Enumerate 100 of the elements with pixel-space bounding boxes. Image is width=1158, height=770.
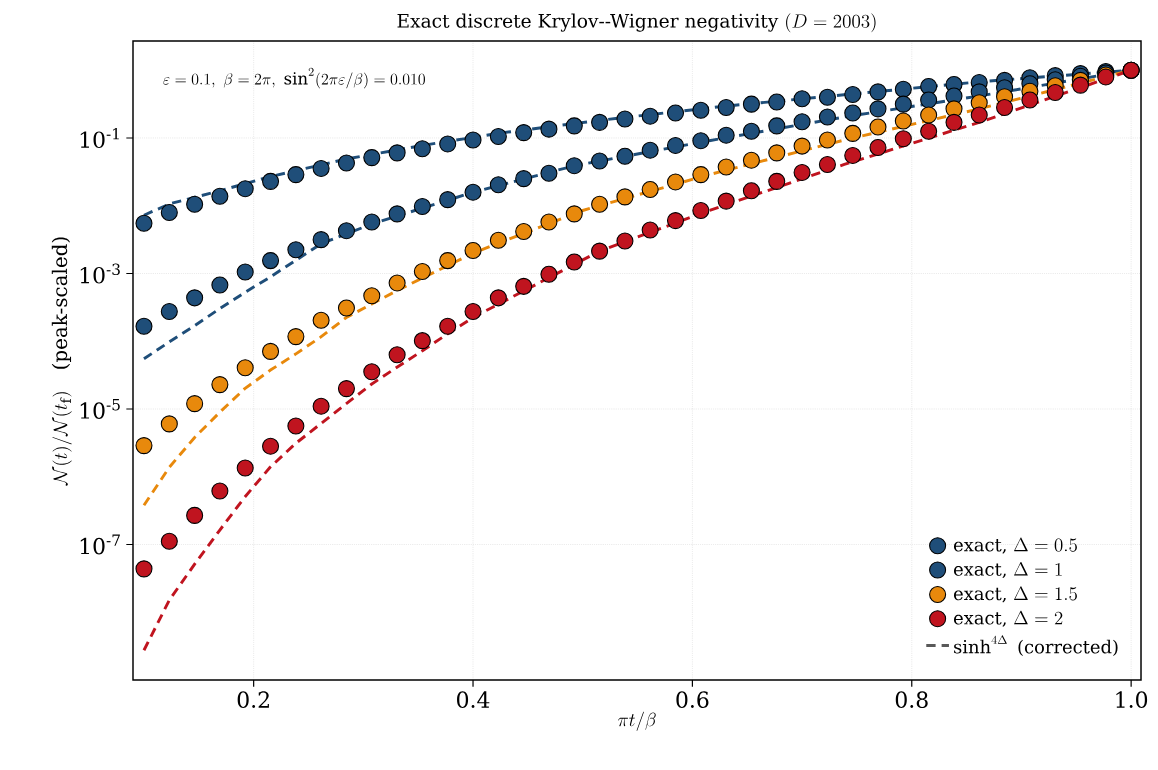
point (818, 155, 836, 173)
point (464, 241, 482, 259)
point (616, 110, 634, 128)
point (818, 108, 836, 126)
point (160, 415, 178, 433)
point (742, 95, 760, 113)
point (641, 221, 659, 239)
point (768, 117, 786, 135)
point (742, 182, 760, 200)
point (363, 213, 381, 231)
point (312, 311, 330, 329)
point (641, 180, 659, 198)
point (186, 195, 204, 213)
point (616, 188, 634, 206)
point (768, 172, 786, 190)
point (287, 166, 305, 184)
point (920, 106, 938, 124)
point (515, 222, 533, 241)
point (818, 88, 836, 106)
point (363, 287, 381, 305)
point (135, 560, 153, 578)
point (186, 289, 204, 307)
chart-title: $\textrm{Exact discrete Krylov--Wigner negativity }(D=2003)$ (397, 13, 876, 33)
point (565, 117, 583, 135)
point (211, 187, 229, 205)
point (692, 166, 710, 184)
point (211, 276, 229, 294)
point (692, 201, 710, 220)
legend-label: $\textrm{exact, }\Delta=1.5$ (953, 586, 1077, 603)
point (565, 253, 583, 271)
point (869, 83, 887, 101)
point (312, 397, 330, 415)
point (793, 137, 811, 155)
point (312, 231, 330, 249)
y-tick-label: 10$^{-7}$ (80, 534, 120, 555)
point (287, 241, 305, 259)
point (388, 346, 406, 364)
point (262, 437, 280, 455)
point (262, 252, 280, 270)
point (540, 164, 558, 182)
point (793, 113, 811, 131)
point (135, 437, 153, 455)
point (869, 100, 887, 118)
y-tick-label: 10$^{-1}$ (80, 127, 119, 148)
point (717, 126, 735, 144)
point (844, 104, 862, 122)
point (591, 113, 609, 131)
point (540, 120, 558, 138)
point (489, 289, 507, 307)
point (337, 299, 355, 317)
annotation: $\sinh^{4\Delta}\ \textrm{(corrected)}$ (954, 635, 1118, 657)
x-tick-label: 0.4 (457, 691, 490, 708)
point (996, 98, 1014, 117)
annotation: $\varepsilon=0.1,\ \beta=2\pi,\ \sin^2(2\pi\varepsilon/\beta)=0.010$ (163, 67, 425, 89)
point (439, 191, 457, 209)
point (439, 317, 457, 335)
y-tick-label: 10$^{-5}$ (80, 399, 120, 419)
point (616, 232, 634, 250)
point (160, 532, 178, 550)
point (489, 128, 507, 146)
point (413, 197, 431, 215)
point (388, 205, 406, 223)
point (489, 176, 507, 194)
point (287, 328, 305, 346)
point (186, 395, 204, 413)
point (666, 173, 685, 191)
point (717, 158, 735, 176)
point (717, 98, 735, 117)
x-axis-title: $\pi t/\beta$ (617, 711, 656, 731)
point (515, 170, 533, 188)
point (1071, 76, 1089, 94)
point (591, 195, 609, 213)
point (894, 112, 912, 130)
point (211, 482, 229, 500)
point (818, 131, 836, 149)
point (742, 122, 760, 140)
point (970, 106, 988, 124)
point (236, 459, 254, 477)
point (616, 147, 634, 165)
point (565, 157, 583, 175)
point (439, 135, 457, 153)
point (1021, 91, 1039, 109)
point (236, 359, 254, 377)
point (894, 80, 912, 98)
point (515, 277, 533, 295)
y-axis-title: $\mathcal{N}(t)/\mathcal{N}(t_{\mathrm{f}})\quad\textrm{(peak-scaled)}$ (51, 237, 72, 486)
point (413, 140, 431, 158)
point (287, 417, 305, 435)
point (920, 91, 938, 109)
legend-label: $\textrm{exact, }\Delta=1$ (953, 561, 1062, 579)
point (413, 262, 431, 281)
point (844, 124, 862, 142)
x-tick-label: 1.0 (1116, 691, 1148, 708)
y-tick-label: 10$^{-3}$ (80, 263, 120, 284)
point (262, 342, 280, 360)
legend-label: $\textrm{exact, }\Delta=0.5$ (953, 537, 1077, 554)
point (160, 302, 178, 321)
point (337, 154, 355, 172)
point (920, 122, 938, 140)
x-tick-label: 0.6 (676, 691, 709, 708)
